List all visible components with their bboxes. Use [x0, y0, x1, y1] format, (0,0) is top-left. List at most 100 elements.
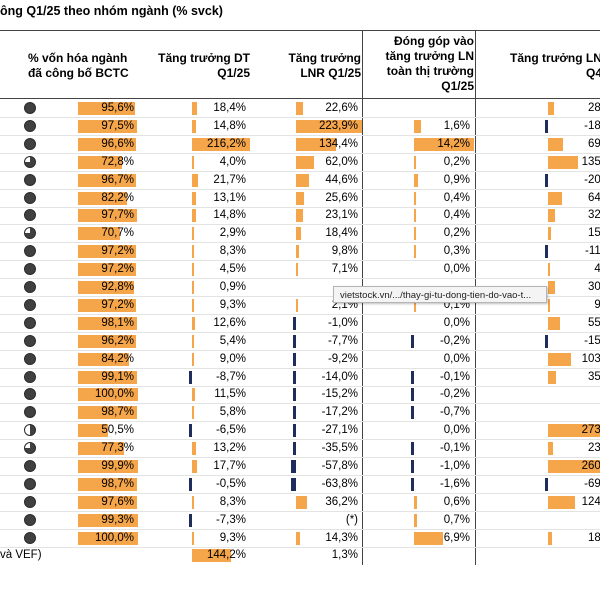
value-bar: [192, 549, 231, 562]
q4-value: 69,: [588, 138, 600, 150]
dt-value: -0,5%: [215, 478, 246, 490]
q4-cell: [548, 512, 600, 528]
value-bar: [414, 156, 416, 169]
value-bar: [414, 299, 416, 312]
row-separator: [0, 117, 600, 118]
dt-value: 13,1%: [213, 192, 246, 204]
row-separator: [0, 242, 600, 243]
value-bar: [296, 263, 299, 276]
ln-value: 223,9%: [318, 120, 358, 132]
row-separator: [0, 332, 600, 333]
header-line: Tăng trưởng DT: [158, 51, 250, 65]
value-bar: [78, 371, 138, 384]
negative-bar: [545, 245, 548, 258]
negative-bar: [411, 388, 414, 401]
value-bar: [296, 102, 303, 115]
pct-cell: 70,7%: [78, 225, 138, 241]
value-bar: [192, 388, 196, 401]
coverage-dot-icon: [24, 371, 36, 383]
value-bar: [296, 532, 301, 545]
dt-value: 5,8%: [219, 406, 246, 418]
negative-bar: [293, 442, 296, 455]
coverage-dot-icon: [24, 156, 36, 168]
q4-value: 23,: [588, 442, 600, 454]
negative-bar: [189, 478, 192, 491]
negative-bar: [189, 424, 192, 437]
dt-cell: 8,3%: [192, 494, 250, 510]
pct-value: 72,8%: [101, 156, 134, 168]
q4-cell: -20,: [545, 172, 600, 188]
value-bar: [78, 102, 136, 115]
dt-cell: 14,8%: [192, 118, 250, 134]
row-separator: [0, 224, 600, 225]
gv-cell: -0,2%: [411, 386, 474, 402]
value-bar: [78, 388, 138, 401]
ln-value: (*): [345, 514, 358, 526]
q4-cell: 69,: [548, 136, 600, 152]
pct-cell: 97,7%: [78, 207, 138, 223]
pct-cell: 96,2%: [78, 333, 138, 349]
pct-cell: 99,1%: [78, 369, 138, 385]
gv-cell: 0,4%: [414, 207, 474, 223]
q4-value: 28,: [588, 102, 600, 114]
value-bar: [296, 120, 362, 133]
pct-cell: 72,8%: [78, 154, 138, 170]
pct-value: 99,1%: [101, 371, 134, 383]
row-separator: [0, 153, 600, 154]
value-bar: [548, 263, 550, 276]
pct-cell: 100,0%: [78, 530, 138, 546]
pct-value: 77,3%: [101, 442, 134, 454]
pct-value: 82,2%: [101, 192, 134, 204]
gv-value: 0,4%: [443, 192, 470, 204]
ln-cell: 14,3%: [296, 530, 362, 546]
dt-value: 216,2%: [206, 138, 246, 150]
row-separator: [0, 403, 600, 404]
dt-cell: 4,5%: [192, 261, 250, 277]
row-separator: [0, 135, 600, 136]
dt-value: 14,8%: [213, 209, 246, 221]
coverage-dot-icon: [24, 514, 36, 526]
gv-value: 0,6%: [443, 496, 470, 508]
value-bar: [296, 496, 307, 509]
value-bar: [78, 406, 138, 419]
ln-cell: -57,8%: [291, 458, 362, 474]
header-border: [0, 98, 600, 99]
row-separator: [0, 547, 600, 548]
ln-value: 25,6%: [325, 192, 358, 204]
dt-cell: -0,5%: [189, 476, 250, 492]
pct-cell: 97,5%: [78, 118, 138, 134]
dt-cell: -6,5%: [189, 422, 250, 438]
q4-value: 260,: [581, 460, 600, 472]
ln-value: 9,8%: [331, 245, 358, 257]
header-market-cap-reported: % vốn hóa ngành đã công bố BCTC: [28, 51, 158, 81]
pct-cell: 98,1%: [78, 315, 138, 331]
gv-cell: 14,2%: [414, 136, 474, 152]
coverage-dot-icon: [24, 317, 36, 329]
pct-cell: 50,5%: [78, 422, 138, 438]
negative-bar: [411, 460, 414, 473]
negative-bar: [411, 442, 414, 455]
value-bar: [78, 496, 137, 509]
gv-cell: 0,9%: [414, 172, 474, 188]
dt-value: 4,5%: [219, 263, 246, 275]
header-line: đã công bố BCTC: [28, 66, 129, 80]
dt-value: 4,0%: [219, 156, 246, 168]
pct-value: 97,2%: [101, 245, 134, 257]
row-separator: [0, 260, 600, 261]
coverage-dot-icon: [24, 388, 36, 400]
header-line: Q1/25: [441, 79, 474, 93]
q4-value: 30,: [588, 281, 600, 293]
ln-cell: 7,1%: [296, 261, 362, 277]
value-bar: [414, 245, 416, 258]
ln-value: 14,3%: [325, 532, 358, 544]
header-line: Q1/25: [217, 66, 250, 80]
ln-value: -27,1%: [321, 424, 358, 436]
q4-cell: 30,: [548, 279, 600, 295]
value-bar: [78, 227, 121, 240]
value-bar: [192, 120, 196, 133]
value-bar: [78, 353, 129, 366]
value-bar: [192, 227, 194, 240]
dt-cell: -7,3%: [189, 512, 250, 528]
ln-value: 134,4%: [318, 138, 358, 150]
value-bar: [414, 496, 417, 509]
